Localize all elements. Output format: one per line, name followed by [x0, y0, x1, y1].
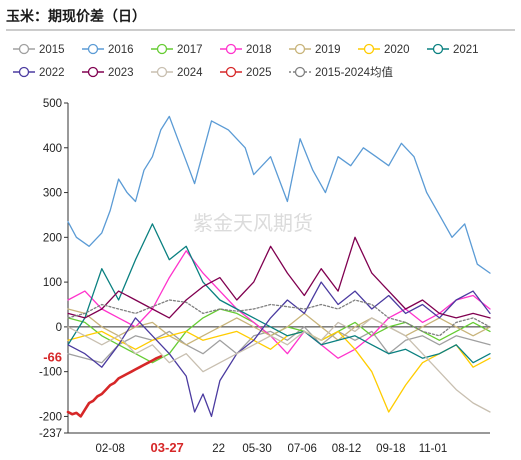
- legend-label-2020: 2020: [384, 44, 410, 56]
- y-tick-label: 500: [43, 98, 62, 110]
- series-line-2015: [67, 326, 491, 364]
- x-tick-label: 09-18: [376, 443, 405, 455]
- legend-label-2022: 2022: [39, 67, 65, 79]
- y-tick-label: 400: [43, 143, 62, 155]
- legend-marker-2025: [225, 66, 237, 78]
- markers: -66: [43, 349, 62, 364]
- watermark: 紫金天风期货: [193, 212, 313, 235]
- series-line-2018: [67, 250, 491, 359]
- series-line-2020: [67, 330, 491, 413]
- legend-label-2024: 2024: [177, 67, 203, 79]
- legend-marker-2021: [432, 43, 444, 55]
- x-tick-label: 02-08: [95, 443, 124, 455]
- current-value-label: -66: [43, 349, 62, 364]
- legend-label-2015-2024: 2015-2024均值: [315, 66, 393, 79]
- x-tick-label: 03-27: [151, 440, 184, 455]
- y-tick-label: -237: [39, 428, 62, 440]
- legend-label-2023: 2023: [108, 67, 134, 79]
- chart-title: 玉米：期现价差（日）: [6, 8, 146, 25]
- legend-item-2015[interactable]: 2015: [13, 43, 65, 56]
- y-tick-label: -200: [39, 411, 62, 423]
- y-tick-label: 300: [43, 188, 62, 200]
- legend-marker-2017: [156, 43, 168, 55]
- legend-item-2020[interactable]: 2020: [358, 43, 410, 56]
- legend-label-2015: 2015: [39, 44, 65, 56]
- legend-item-2024[interactable]: 2024: [151, 66, 203, 79]
- series-line-2016: [67, 115, 491, 274]
- legend-marker-2022: [18, 66, 30, 78]
- series-line-2023: [67, 236, 491, 319]
- y-tick-label: 100: [43, 277, 62, 289]
- legend-item-2017[interactable]: 2017: [151, 43, 203, 56]
- legend: 2015 2016 2017 2018 2019 2020 2021 2022 2023 2024…: [13, 43, 479, 79]
- x-tick-label: 11-01: [419, 443, 448, 455]
- legend-label-2017: 2017: [177, 44, 203, 56]
- series-line-2024: [67, 317, 491, 413]
- legend-label-2025: 2025: [246, 67, 272, 79]
- x-tick-label: 07-06: [287, 443, 316, 455]
- x-tick-label: 05-30: [242, 443, 271, 455]
- legend-marker-2015: [18, 43, 30, 55]
- legend-marker-2015-2024: [294, 66, 306, 78]
- legend-marker-2020: [363, 43, 375, 55]
- axes: -237 -200 -100 0 100 200 300 400 500 02-08 03-27 22…: [39, 98, 490, 455]
- legend-marker-2019: [294, 43, 306, 55]
- x-tick-label: 22: [212, 443, 225, 455]
- legend-item-2021[interactable]: 2021: [427, 43, 479, 56]
- series-layer: [66, 115, 491, 418]
- legend-item-2023[interactable]: 2023: [82, 66, 134, 79]
- legend-marker-2016: [87, 43, 99, 55]
- legend-label-2021: 2021: [453, 44, 479, 56]
- legend-item-2016[interactable]: 2016: [82, 43, 134, 56]
- series-line-2021: [67, 223, 491, 364]
- legend-item-2022[interactable]: 2022: [13, 66, 65, 79]
- x-tick-label: 08-12: [332, 443, 361, 455]
- series-line-2022: [67, 281, 491, 418]
- legend-label-2018: 2018: [246, 44, 272, 56]
- legend-item-2015-2024[interactable]: 2015-2024均值: [289, 66, 393, 79]
- legend-marker-2018: [225, 43, 237, 55]
- legend-item-2025[interactable]: 2025: [220, 66, 272, 79]
- y-tick-label: 200: [43, 232, 62, 244]
- legend-marker-2024: [156, 66, 168, 78]
- legend-item-2019[interactable]: 2019: [289, 43, 341, 56]
- series-line-2025: [66, 355, 163, 418]
- legend-item-2018[interactable]: 2018: [220, 43, 272, 56]
- y-tick-label: 0: [56, 322, 62, 334]
- legend-label-2019: 2019: [315, 44, 341, 56]
- legend-marker-2023: [87, 66, 99, 78]
- series-line-2015-2024: [67, 299, 491, 337]
- y-tick-label: -100: [39, 367, 62, 379]
- legend-label-2016: 2016: [108, 44, 134, 56]
